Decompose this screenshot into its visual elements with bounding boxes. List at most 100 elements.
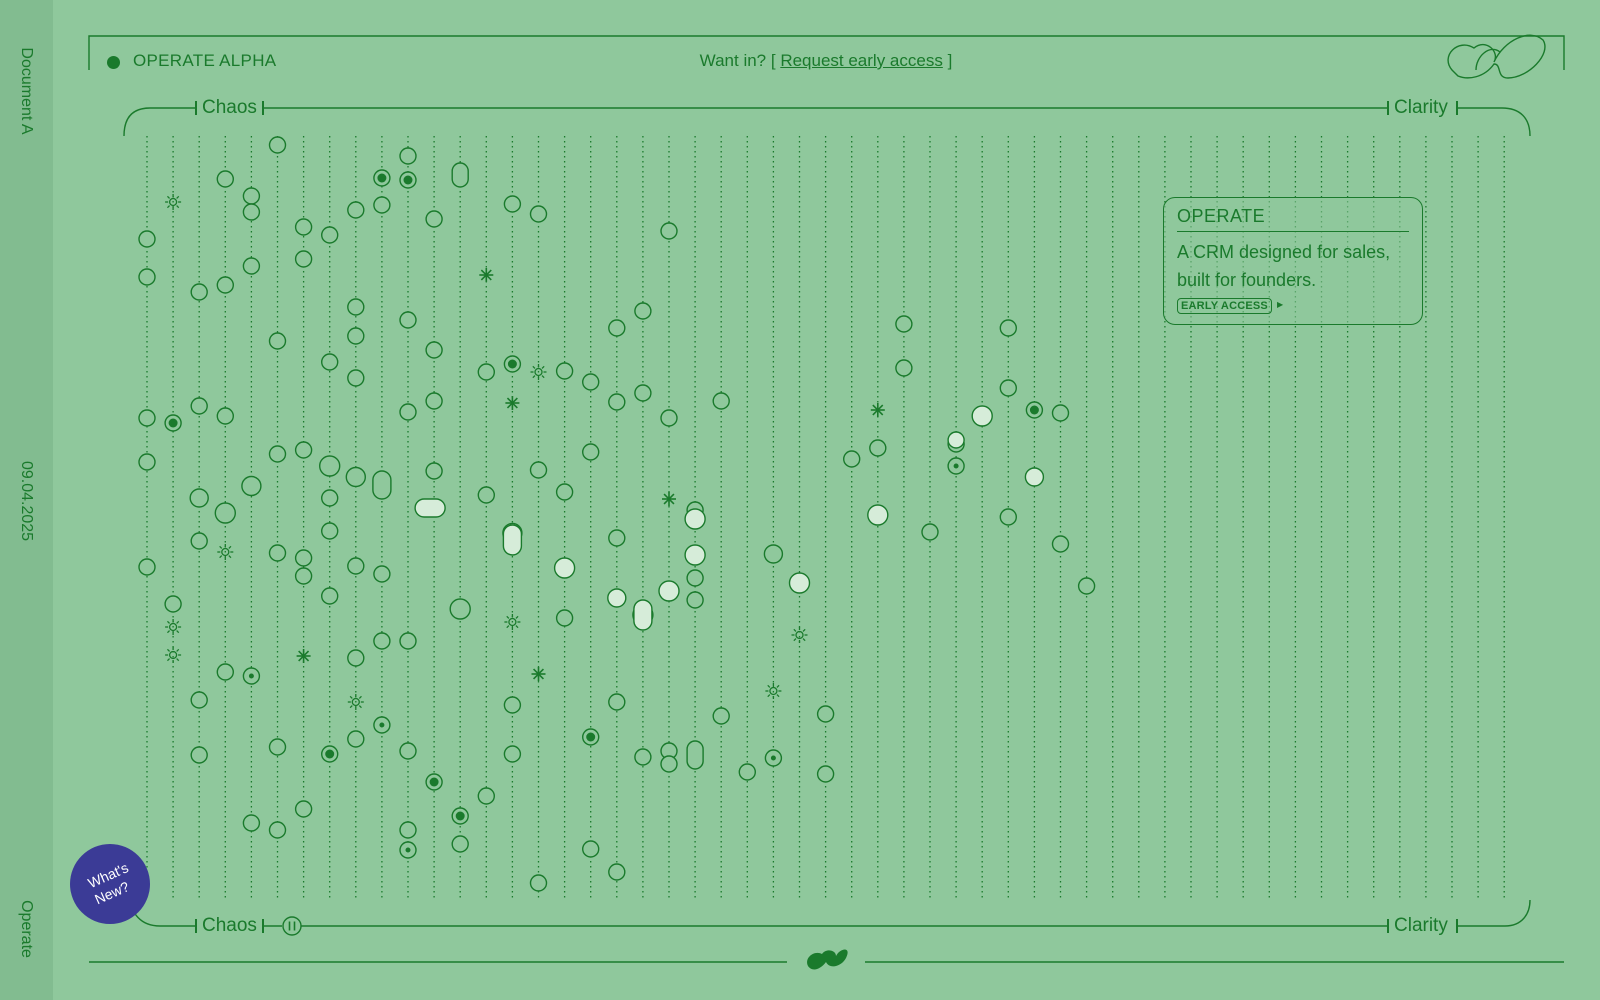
marker-circle xyxy=(216,276,235,294)
marker-circle xyxy=(399,821,417,839)
brand-name: OPERATE ALPHA xyxy=(133,51,277,70)
asterisk-marker xyxy=(531,667,546,681)
marker-circle xyxy=(503,195,522,213)
footer-logo-icon xyxy=(807,949,848,970)
marker-dot xyxy=(429,777,439,787)
marker-circle xyxy=(138,268,156,286)
marker-circle xyxy=(555,609,574,627)
pause-icon[interactable] xyxy=(282,916,302,936)
marker-circle xyxy=(712,392,730,410)
marker-circle xyxy=(373,632,391,650)
whats-new-button[interactable]: What's New? xyxy=(70,844,150,924)
asterisk-marker xyxy=(479,268,494,282)
marker-circle xyxy=(971,405,993,427)
marker-circle xyxy=(529,874,548,892)
marker-circle xyxy=(553,557,576,579)
early-access-badge[interactable]: EARLY ACCESS xyxy=(1177,298,1272,314)
marker-circle xyxy=(216,407,235,425)
request-access-link[interactable]: Request early access xyxy=(780,51,943,70)
marker-circle xyxy=(294,567,313,585)
sun-marker xyxy=(217,544,234,560)
marker-circle xyxy=(347,649,365,667)
marker-circle xyxy=(216,663,235,681)
marker-circle xyxy=(477,787,495,805)
marker-pill xyxy=(414,498,446,518)
marker-circle xyxy=(321,522,339,540)
marker-circle xyxy=(555,483,574,501)
marker-pill xyxy=(633,599,653,631)
chaos-label-top: Chaos xyxy=(202,97,257,118)
marker-circle xyxy=(189,488,209,508)
marker-circle xyxy=(658,580,680,602)
marker-circle xyxy=(869,439,887,457)
marker-circle xyxy=(241,475,262,497)
marker-circle xyxy=(268,332,287,350)
marker-circle xyxy=(999,508,1017,526)
marker-circle xyxy=(607,588,627,608)
marker-pill xyxy=(372,470,392,500)
marker-circle xyxy=(138,409,156,427)
marker-circle xyxy=(190,746,208,764)
marker-circle xyxy=(1051,535,1070,553)
marker-pill xyxy=(502,524,523,556)
request-access-cta: Want in? [ Request early access ] xyxy=(88,51,1564,71)
marker-circle xyxy=(684,508,706,530)
chaos-label-bottom: Chaos xyxy=(202,915,257,936)
marker-circle xyxy=(660,409,678,427)
marker-circle xyxy=(712,707,730,725)
marker-circle xyxy=(268,445,287,463)
marker-circle xyxy=(190,532,208,550)
marker-circle xyxy=(399,632,417,650)
marker-circle xyxy=(608,319,626,337)
marker-circle xyxy=(867,504,889,526)
marker-circle xyxy=(294,250,313,268)
marker-circle xyxy=(347,327,365,345)
marker-circle xyxy=(921,523,939,541)
marker-circle xyxy=(529,205,548,223)
marker-circle xyxy=(425,210,443,228)
marker-circle xyxy=(190,397,208,415)
marker-circle xyxy=(294,218,313,236)
marker-circle xyxy=(373,196,391,214)
panel-title: OPERATE xyxy=(1177,206,1409,232)
marker-circle xyxy=(268,136,287,154)
marker-circle xyxy=(399,147,417,165)
marker-circle xyxy=(634,302,652,320)
marker-circle xyxy=(268,821,287,839)
marker-circle xyxy=(686,569,704,587)
marker-circle xyxy=(608,529,626,547)
asterisk-marker xyxy=(662,492,676,506)
marker-dot xyxy=(586,732,596,742)
marker-circle xyxy=(999,379,1017,397)
marker-circle xyxy=(214,502,237,524)
marker-circle xyxy=(816,705,835,723)
asterisk-marker xyxy=(505,396,520,410)
sun-marker xyxy=(165,647,182,663)
marker-circle xyxy=(1077,577,1096,595)
marker-circle xyxy=(138,230,156,248)
marker-circle xyxy=(190,691,208,709)
marker-circle xyxy=(999,319,1017,337)
marker-circle xyxy=(347,201,365,219)
marker-circle xyxy=(345,466,366,488)
panel-line-1: A CRM designed for sales, xyxy=(1177,242,1391,262)
marker-circle xyxy=(321,489,339,507)
marker-circle xyxy=(242,187,261,205)
clarity-label-bottom: Clarity xyxy=(1394,915,1448,936)
side-rail: Document A 09.04.2025 Operate xyxy=(0,0,53,1000)
marker-circle xyxy=(425,341,443,359)
marker-circle xyxy=(582,373,600,391)
marker-circle xyxy=(347,557,365,575)
cta-prefix: Want in? [ xyxy=(699,51,776,70)
marker-circle xyxy=(268,738,287,756)
marker-circle xyxy=(788,572,811,594)
marker-circle xyxy=(399,403,417,421)
marker-circle xyxy=(321,353,339,371)
asterisk-marker xyxy=(870,403,885,417)
marker-circle xyxy=(399,311,417,329)
marker-circle xyxy=(634,384,652,402)
marker-circle xyxy=(242,257,261,275)
marker-circle xyxy=(843,450,861,468)
marker-circle xyxy=(816,765,835,783)
